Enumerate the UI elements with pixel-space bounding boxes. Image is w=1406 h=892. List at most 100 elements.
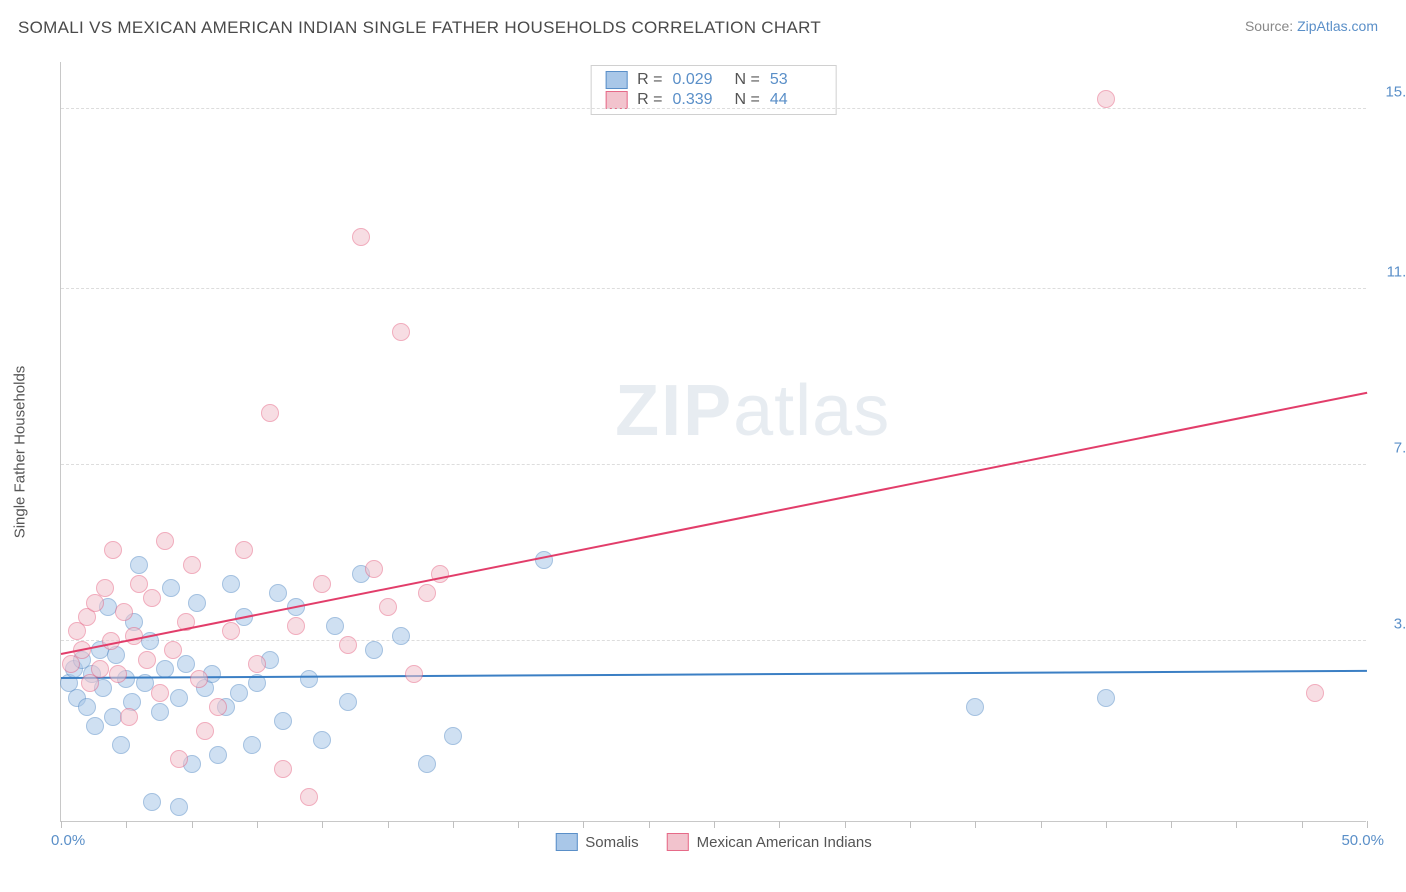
data-point	[183, 556, 201, 574]
data-point	[339, 636, 357, 654]
data-point	[156, 532, 174, 550]
source-attribution: Source: ZipAtlas.com	[1245, 18, 1378, 34]
x-tick	[845, 821, 846, 828]
data-point	[444, 727, 462, 745]
data-point	[170, 750, 188, 768]
data-point	[1097, 689, 1115, 707]
data-point	[300, 670, 318, 688]
data-point	[164, 641, 182, 659]
data-point	[109, 665, 127, 683]
x-tick	[518, 821, 519, 828]
data-point	[102, 632, 120, 650]
gridline	[61, 108, 1366, 109]
data-point	[190, 670, 208, 688]
r-label: R =	[637, 91, 662, 109]
source-label: Source:	[1245, 18, 1297, 34]
data-point	[86, 717, 104, 735]
data-point	[418, 584, 436, 602]
x-tick	[388, 821, 389, 828]
x-tick	[1302, 821, 1303, 828]
data-point	[112, 736, 130, 754]
y-tick-label: 3.8%	[1394, 615, 1406, 632]
legend-item: Somalis	[555, 833, 638, 851]
data-point	[248, 655, 266, 673]
y-axis-label: Single Father Households	[12, 366, 29, 539]
stats-row: R = 0.029N = 53	[605, 70, 822, 90]
x-tick	[1106, 821, 1107, 828]
data-point	[274, 712, 292, 730]
legend-swatch	[555, 833, 577, 851]
watermark-light: atlas	[733, 371, 890, 451]
data-point	[274, 760, 292, 778]
x-tick	[714, 821, 715, 828]
data-point	[125, 627, 143, 645]
x-tick	[975, 821, 976, 828]
x-tick	[1171, 821, 1172, 828]
data-point	[91, 660, 109, 678]
data-point	[170, 798, 188, 816]
gridline	[61, 640, 1366, 641]
gridline	[61, 288, 1366, 289]
data-point	[162, 579, 180, 597]
data-point	[313, 575, 331, 593]
x-tick	[1041, 821, 1042, 828]
data-point	[235, 541, 253, 559]
r-value: 0.339	[673, 91, 725, 109]
y-tick-label: 15.0%	[1385, 83, 1406, 100]
scatter-plot: ZIPatlas R = 0.029N = 53R = 0.339N = 44 …	[60, 62, 1366, 822]
data-point	[120, 708, 138, 726]
data-point	[365, 560, 383, 578]
data-point	[156, 660, 174, 678]
data-point	[196, 722, 214, 740]
data-point	[300, 788, 318, 806]
data-point	[392, 323, 410, 341]
x-tick	[192, 821, 193, 828]
data-point	[230, 684, 248, 702]
data-point	[966, 698, 984, 716]
x-axis-max-label: 50.0%	[1341, 832, 1384, 849]
watermark: ZIPatlas	[615, 370, 890, 452]
x-tick	[649, 821, 650, 828]
data-point	[535, 551, 553, 569]
source-link[interactable]: ZipAtlas.com	[1297, 18, 1378, 34]
chart-title: SOMALI VS MEXICAN AMERICAN INDIAN SINGLE…	[18, 18, 821, 38]
legend-label: Somalis	[585, 834, 638, 851]
data-point	[130, 556, 148, 574]
x-axis-min-label: 0.0%	[51, 832, 85, 849]
data-point	[287, 617, 305, 635]
r-value: 0.029	[673, 71, 725, 89]
x-tick	[1236, 821, 1237, 828]
data-point	[209, 698, 227, 716]
series-legend: Somalis Mexican American Indians	[555, 833, 871, 851]
data-point	[104, 541, 122, 559]
x-tick	[322, 821, 323, 828]
data-point	[1097, 90, 1115, 108]
data-point	[96, 579, 114, 597]
legend-swatch	[605, 91, 627, 109]
y-tick-label: 7.5%	[1394, 439, 1406, 456]
watermark-bold: ZIP	[615, 371, 733, 451]
data-point	[151, 684, 169, 702]
x-tick	[910, 821, 911, 828]
data-point	[326, 617, 344, 635]
data-point	[177, 655, 195, 673]
data-point	[143, 793, 161, 811]
legend-label: Mexican American Indians	[697, 834, 872, 851]
data-point	[222, 622, 240, 640]
x-tick	[257, 821, 258, 828]
gridline	[61, 464, 1366, 465]
chart-area: Single Father Households ZIPatlas R = 0.…	[50, 62, 1380, 842]
x-tick	[453, 821, 454, 828]
trend-line	[61, 392, 1367, 655]
x-tick	[1367, 821, 1368, 828]
legend-item: Mexican American Indians	[667, 833, 872, 851]
r-label: R =	[637, 71, 662, 89]
x-tick	[126, 821, 127, 828]
data-point	[170, 689, 188, 707]
data-point	[379, 598, 397, 616]
data-point	[269, 584, 287, 602]
data-point	[209, 746, 227, 764]
data-point	[1306, 684, 1324, 702]
data-point	[339, 693, 357, 711]
n-value: 53	[770, 71, 822, 89]
